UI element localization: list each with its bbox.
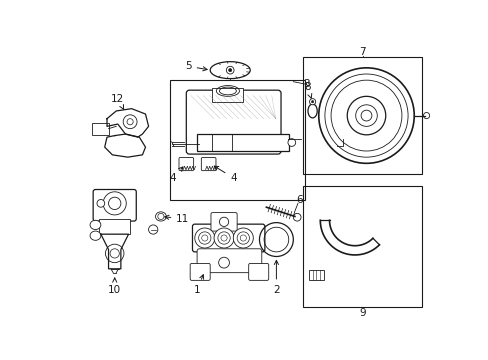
Text: 7: 7 xyxy=(359,48,365,58)
FancyBboxPatch shape xyxy=(197,249,261,273)
Circle shape xyxy=(226,66,234,74)
Circle shape xyxy=(218,257,229,268)
Circle shape xyxy=(360,110,371,121)
FancyBboxPatch shape xyxy=(248,264,268,280)
Circle shape xyxy=(309,99,315,105)
Circle shape xyxy=(293,213,301,221)
Text: 10: 10 xyxy=(108,278,121,294)
Text: 4: 4 xyxy=(214,166,236,183)
Circle shape xyxy=(311,100,313,103)
Bar xyxy=(212,88,243,102)
Circle shape xyxy=(97,199,104,207)
Bar xyxy=(302,186,421,307)
Text: 1: 1 xyxy=(193,275,203,294)
FancyBboxPatch shape xyxy=(201,158,216,171)
Ellipse shape xyxy=(90,220,101,230)
Circle shape xyxy=(103,192,126,215)
Ellipse shape xyxy=(155,212,166,221)
Circle shape xyxy=(287,139,295,147)
Circle shape xyxy=(228,69,231,72)
FancyBboxPatch shape xyxy=(190,264,210,280)
Circle shape xyxy=(148,225,158,234)
Bar xyxy=(308,270,324,280)
Bar xyxy=(91,122,108,135)
Text: 5: 5 xyxy=(184,61,207,71)
Bar xyxy=(197,134,289,151)
Circle shape xyxy=(423,112,429,119)
Circle shape xyxy=(123,115,137,129)
FancyBboxPatch shape xyxy=(93,189,136,221)
Bar xyxy=(170,80,305,199)
Polygon shape xyxy=(107,109,148,137)
FancyBboxPatch shape xyxy=(186,90,281,154)
Circle shape xyxy=(355,105,377,126)
Text: 9: 9 xyxy=(359,308,365,318)
Bar xyxy=(302,57,421,174)
Circle shape xyxy=(233,228,253,248)
Bar xyxy=(99,219,130,234)
Text: 11: 11 xyxy=(164,214,189,224)
Text: 6: 6 xyxy=(296,195,302,205)
Circle shape xyxy=(214,228,234,248)
Circle shape xyxy=(194,228,214,248)
Polygon shape xyxy=(104,134,145,157)
FancyBboxPatch shape xyxy=(210,213,237,231)
Ellipse shape xyxy=(210,62,250,78)
Ellipse shape xyxy=(90,231,101,240)
Circle shape xyxy=(108,197,121,210)
Text: 3: 3 xyxy=(303,79,309,89)
FancyBboxPatch shape xyxy=(192,224,264,252)
Circle shape xyxy=(105,244,123,263)
Text: 8: 8 xyxy=(303,82,311,98)
Text: 4: 4 xyxy=(169,167,183,183)
Text: 12: 12 xyxy=(111,94,124,109)
Circle shape xyxy=(219,217,228,226)
Circle shape xyxy=(346,96,385,135)
FancyBboxPatch shape xyxy=(179,158,193,171)
Text: 2: 2 xyxy=(272,260,279,294)
Polygon shape xyxy=(101,234,128,269)
